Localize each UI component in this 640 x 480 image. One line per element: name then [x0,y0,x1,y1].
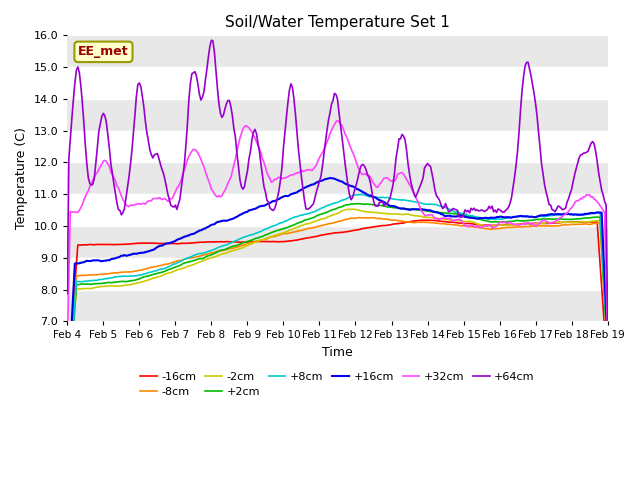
Text: EE_met: EE_met [78,45,129,59]
+2cm [540,216,547,222]
Line: +32cm: +32cm [67,120,607,346]
+2cm [372,203,380,208]
-2cm [403,211,410,217]
+32cm [372,184,380,190]
-8cm [372,216,380,221]
Line: +8cm: +8cm [67,194,607,413]
-16cm [79,242,86,248]
-8cm [79,273,86,278]
+16cm [372,195,380,201]
-16cm [164,240,172,246]
Line: -2cm: -2cm [67,209,607,417]
+8cm [372,194,380,200]
-16cm [63,382,71,387]
+32cm [164,198,172,204]
Line: +64cm: +64cm [67,40,607,320]
+32cm [79,202,86,207]
-2cm [604,352,611,358]
-8cm [540,223,547,228]
Bar [67,194,607,226]
+64cm [164,192,172,197]
+2cm [164,267,172,273]
-16cm [422,217,430,223]
-2cm [390,211,398,217]
-8cm [604,353,611,359]
+8cm [358,192,365,197]
+64cm [372,204,380,209]
-8cm [63,408,71,413]
-16cm [604,369,611,375]
+16cm [164,240,172,246]
Y-axis label: Temperature (C): Temperature (C) [15,127,28,229]
-2cm [63,414,71,420]
+16cm [604,342,611,348]
-2cm [164,270,172,276]
-16cm [389,221,397,227]
+16cm [63,401,71,407]
+32cm [540,217,547,223]
+8cm [164,264,172,270]
+32cm [390,178,398,184]
+64cm [540,171,547,177]
Line: +16cm: +16cm [67,178,607,404]
Bar [67,67,607,99]
+32cm [403,176,410,182]
Legend: -16cm, -8cm, -2cm, +2cm, +8cm, +16cm, +32cm, +64cm: -16cm, -8cm, -2cm, +2cm, +8cm, +16cm, +3… [136,367,539,401]
Title: Soil/Water Temperature Set 1: Soil/Water Temperature Set 1 [225,15,450,30]
-8cm [355,215,362,220]
-8cm [390,217,398,223]
+64cm [403,147,410,153]
-16cm [371,224,379,229]
+64cm [604,317,611,323]
-16cm [540,220,547,226]
+64cm [63,291,71,297]
-16cm [401,220,409,226]
Bar [67,131,607,162]
+8cm [79,279,86,285]
Bar [67,258,607,289]
+16cm [403,206,410,212]
+32cm [63,341,71,347]
Line: +2cm: +2cm [67,204,607,415]
+2cm [355,201,362,206]
-8cm [403,219,410,225]
+16cm [79,260,86,265]
Line: -16cm: -16cm [67,220,607,384]
+16cm [390,204,398,209]
+8cm [604,348,611,353]
+2cm [604,350,611,356]
-2cm [540,220,547,226]
+2cm [390,205,398,211]
-8cm [164,261,172,267]
+2cm [79,281,86,287]
+2cm [403,206,410,212]
+64cm [79,100,86,106]
-2cm [372,210,380,216]
+64cm [207,37,215,43]
+32cm [604,343,611,349]
+64cm [390,170,398,176]
+16cm [326,175,334,181]
-2cm [349,206,356,212]
+32cm [333,118,341,123]
Line: -8cm: -8cm [67,217,607,410]
+8cm [390,196,398,202]
+8cm [540,214,547,219]
-2cm [79,286,86,291]
+2cm [63,412,71,418]
+8cm [403,197,410,203]
+8cm [63,410,71,416]
+16cm [540,213,547,218]
X-axis label: Time: Time [322,346,353,359]
